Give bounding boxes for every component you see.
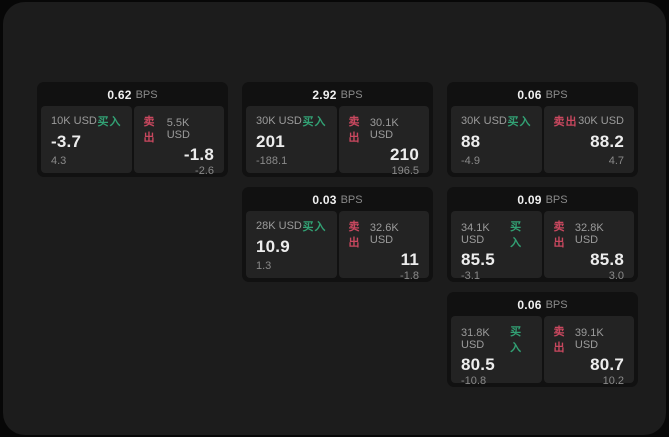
sell-price: 85.8 — [590, 250, 624, 269]
sell-delta: 196.5 — [391, 165, 419, 177]
sell-amount: 30K USD — [578, 115, 624, 127]
sell-side-label: 卖出 — [143, 116, 156, 144]
spread-header: 2.92 BPS — [242, 82, 433, 104]
buy-price: 88 — [461, 132, 481, 151]
buy-side-label: 买入 — [302, 116, 327, 128]
sell-price: 88.2 — [590, 132, 624, 151]
sell-price: 11 — [400, 250, 419, 269]
spread-header: 0.06 BPS — [447, 82, 638, 104]
buy-tile[interactable]: 30K USD 买入 201 -188.1 — [246, 106, 337, 173]
buy-price: -3.7 — [51, 132, 82, 151]
buy-delta: 4.3 — [51, 155, 67, 167]
buy-amount: 10K USD — [51, 115, 97, 127]
sell-amount: 39.1K USD — [574, 327, 604, 351]
buy-price: 85.5 — [461, 250, 495, 269]
sell-delta: 4.7 — [608, 155, 624, 167]
buy-amount: 34.1K USD — [461, 222, 490, 246]
sell-tile[interactable]: 卖出 39.1K USD 80.7 10.2 — [543, 316, 634, 387]
spread-unit-label: BPS — [340, 88, 363, 101]
buy-delta: -4.9 — [461, 155, 480, 167]
spread-header: 0.06 BPS — [447, 292, 638, 314]
quote-card: 0.03 BPS 28K USD 买入 10.9 1.3 卖出 32.6K US… — [242, 187, 433, 282]
spread-unit-label: BPS — [340, 193, 363, 206]
sell-side-label: 卖出 — [553, 221, 566, 249]
buy-price: 10.9 — [256, 237, 290, 256]
sell-price: -1.8 — [183, 145, 214, 164]
spread-unit-label: BPS — [545, 88, 568, 101]
buy-side-label: 买入 — [510, 326, 523, 354]
sell-amount: 32.6K USD — [369, 222, 399, 246]
sell-tile[interactable]: 卖出 32.6K USD 11 -1.8 — [338, 211, 429, 282]
buy-side-label: 买入 — [507, 116, 532, 128]
quote-card: 0.09 BPS 34.1K USD 买入 85.5 -3.1 卖出 32.8K… — [447, 187, 638, 282]
buy-amount: 30K USD — [461, 115, 507, 127]
buy-tile[interactable]: 34.1K USD 买入 85.5 -3.1 — [451, 211, 542, 282]
spread-value: 0.62 — [107, 87, 132, 102]
buy-side-label: 买入 — [302, 221, 327, 233]
sell-amount: 30.1K USD — [369, 117, 399, 141]
sell-tile[interactable]: 卖出 32.8K USD 85.8 3.0 — [543, 211, 634, 282]
sell-delta: -1.8 — [400, 270, 419, 282]
spread-value: 0.06 — [517, 87, 542, 102]
spread-unit-label: BPS — [545, 298, 568, 311]
sell-tile[interactable]: 卖出 5.5K USD -1.8 -2.6 — [133, 106, 224, 177]
buy-tile[interactable]: 28K USD 买入 10.9 1.3 — [246, 211, 337, 278]
spread-unit-label: BPS — [545, 193, 568, 206]
spread-header: 0.09 BPS — [447, 187, 638, 209]
quote-card: 2.92 BPS 30K USD 买入 201 -188.1 卖出 30.1K … — [242, 82, 433, 177]
buy-tile[interactable]: 10K USD 买入 -3.7 4.3 — [41, 106, 132, 173]
spread-header: 0.62 BPS — [37, 82, 228, 104]
sell-delta: 3.0 — [608, 270, 624, 282]
buy-amount: 31.8K USD — [461, 327, 490, 351]
sell-tile[interactable]: 卖出 30.1K USD 210 196.5 — [338, 106, 429, 177]
buy-side-label: 买入 — [97, 116, 122, 128]
buy-amount: 28K USD — [256, 220, 302, 232]
quotes-board: 0.62 BPS 10K USD 买入 -3.7 4.3 卖出 5.5K USD… — [3, 2, 666, 435]
sell-amount: 32.8K USD — [574, 222, 604, 246]
spread-value: 0.03 — [312, 192, 337, 207]
sell-price: 210 — [390, 145, 419, 164]
buy-delta: 1.3 — [256, 260, 272, 272]
sell-side-label: 卖出 — [348, 116, 361, 144]
sell-side-label: 卖出 — [348, 221, 361, 249]
spread-value: 0.09 — [517, 192, 542, 207]
buy-price: 80.5 — [461, 355, 495, 374]
sell-tile[interactable]: 卖出 30K USD 88.2 4.7 — [543, 106, 634, 173]
quote-card: 0.06 BPS 31.8K USD 买入 80.5 -10.8 卖出 39.1… — [447, 292, 638, 387]
quote-card: 0.06 BPS 30K USD 买入 88 -4.9 卖出 30K USD 8… — [447, 82, 638, 177]
spread-header: 0.03 BPS — [242, 187, 433, 209]
buy-delta: -188.1 — [256, 155, 288, 167]
sell-side-label: 卖出 — [553, 116, 578, 128]
spread-value: 0.06 — [517, 297, 542, 312]
sell-side-label: 卖出 — [553, 326, 566, 354]
buy-delta: -3.1 — [461, 270, 480, 282]
buy-delta: -10.8 — [461, 375, 487, 387]
buy-amount: 30K USD — [256, 115, 302, 127]
buy-side-label: 买入 — [510, 221, 523, 249]
spread-value: 2.92 — [312, 87, 337, 102]
buy-price: 201 — [256, 132, 285, 151]
sell-delta: 10.2 — [602, 375, 624, 387]
sell-amount: 5.5K USD — [166, 117, 190, 141]
spread-unit-label: BPS — [135, 88, 158, 101]
quote-card: 0.62 BPS 10K USD 买入 -3.7 4.3 卖出 5.5K USD… — [37, 82, 228, 177]
buy-tile[interactable]: 31.8K USD 买入 80.5 -10.8 — [451, 316, 542, 387]
sell-price: 80.7 — [590, 355, 624, 374]
buy-tile[interactable]: 30K USD 买入 88 -4.9 — [451, 106, 542, 173]
sell-delta: -2.6 — [195, 165, 214, 177]
